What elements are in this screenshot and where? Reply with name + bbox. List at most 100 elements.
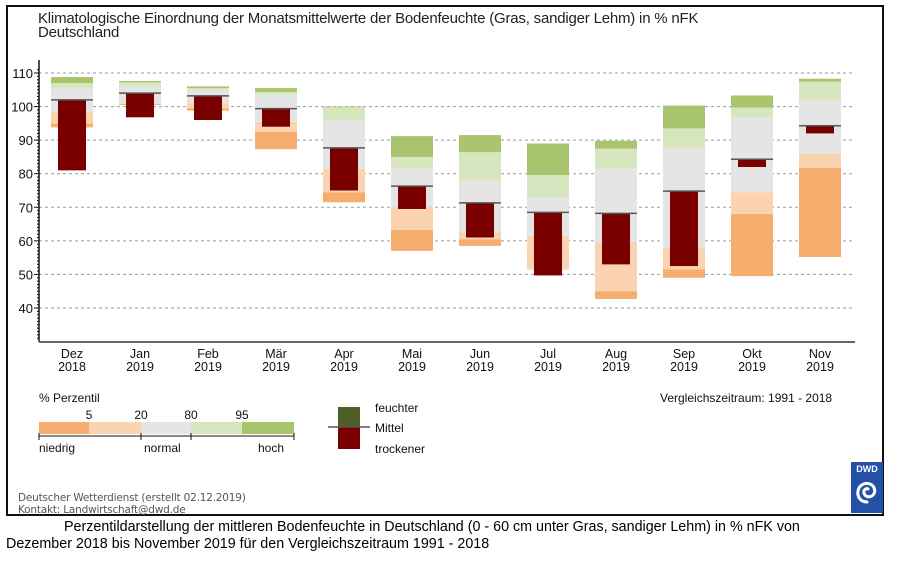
x-tick-label-year: 2019 bbox=[126, 360, 154, 374]
value-bar bbox=[738, 159, 766, 167]
x-tick-label-month: Okt bbox=[742, 347, 762, 361]
reference-period: Vergleichszeitraum: 1991 - 2018 bbox=[660, 391, 833, 405]
x-tick-label-year: 2018 bbox=[58, 360, 86, 374]
x-tick-label-month: Dez bbox=[61, 347, 83, 361]
percentile-band-below-p5 bbox=[595, 291, 637, 299]
percentile-band-above-p95 bbox=[391, 136, 433, 157]
percentile-band-above-p95 bbox=[187, 86, 229, 89]
legend-swatch-above-p95 bbox=[242, 422, 294, 434]
percentile-band-above-p95 bbox=[527, 143, 569, 176]
value-bar bbox=[670, 191, 698, 267]
percentile-band-p80-p95 bbox=[119, 82, 161, 87]
y-tick-label-110: 110 bbox=[12, 66, 33, 81]
y-tick-label-100: 100 bbox=[11, 100, 33, 115]
percentile-band-below-p5 bbox=[459, 239, 501, 246]
value-bar bbox=[806, 125, 834, 134]
percentile-band-p80-p95 bbox=[595, 148, 637, 169]
x-tick-label-month: Feb bbox=[197, 347, 219, 361]
credit-line-2[interactable]: Kontakt: Landwirtschaft@dwd.de bbox=[18, 504, 186, 516]
x-tick-label-year: 2019 bbox=[194, 360, 222, 374]
percentile-band-below-p5 bbox=[391, 229, 433, 251]
legend-swatch-p20-p80 bbox=[141, 422, 191, 434]
value-bar bbox=[602, 213, 630, 265]
value-bar bbox=[126, 93, 154, 118]
percentile-band-p20-p80 bbox=[731, 117, 773, 193]
legend-swatch-below-p5 bbox=[39, 422, 89, 434]
axes: 405060708090100110Dez2018Jan2019Feb2019M… bbox=[11, 60, 855, 374]
month-group-jul bbox=[527, 143, 569, 276]
x-tick-label-year: 2019 bbox=[534, 360, 562, 374]
legend-swatch-p5-p20 bbox=[89, 422, 141, 434]
value-bar bbox=[330, 147, 358, 191]
x-tick-label-month: Aug bbox=[605, 347, 627, 361]
percentile-band-p5-p20 bbox=[731, 192, 773, 214]
percentile-band-p5-p20 bbox=[799, 153, 841, 169]
value-bar bbox=[398, 186, 426, 209]
percentile-band-p80-p95 bbox=[391, 156, 433, 169]
month-group-mai bbox=[391, 136, 433, 251]
percentile-band-below-p5 bbox=[731, 214, 773, 277]
percentile-band-p80-p95 bbox=[323, 107, 365, 120]
caption-line-1: Perzentildarstellung der mittleren Boden… bbox=[64, 519, 800, 535]
grid-lines bbox=[39, 72, 855, 309]
legend-swatch-feuchter bbox=[338, 407, 360, 427]
legend-swatch-trockener bbox=[338, 427, 360, 449]
percentile-band-above-p95 bbox=[595, 140, 637, 149]
legend-label-normal: normal bbox=[144, 441, 181, 455]
x-tick-label-year: 2019 bbox=[262, 360, 290, 374]
percentile-band-p80-p95 bbox=[187, 88, 229, 90]
value-bar bbox=[194, 95, 222, 120]
month-group-dez bbox=[51, 77, 93, 171]
month-group-nov bbox=[799, 78, 841, 257]
percentile-band-above-p95 bbox=[323, 106, 365, 108]
swirl-icon bbox=[856, 481, 877, 504]
x-tick-label-month: Jul bbox=[540, 347, 556, 361]
y-tick-label-70: 70 bbox=[19, 200, 33, 215]
percentile-band-above-p95 bbox=[731, 95, 773, 108]
percentile-band-above-p95 bbox=[119, 81, 161, 83]
x-tick-label-year: 2019 bbox=[670, 360, 698, 374]
percentile-band-above-p95 bbox=[459, 135, 501, 153]
percentile-band-below-p5 bbox=[663, 269, 705, 278]
percentile-band-above-p95 bbox=[663, 105, 705, 129]
x-tick-label-month: Jun bbox=[470, 347, 490, 361]
month-group-feb bbox=[187, 86, 229, 120]
bars bbox=[51, 77, 841, 299]
value-bar bbox=[534, 212, 562, 276]
percentile-band-p80-p95 bbox=[663, 128, 705, 149]
percentile-band-p80-p95 bbox=[459, 152, 501, 181]
percentile-band-p80-p95 bbox=[51, 83, 93, 89]
percentile-band-p80-p95 bbox=[255, 92, 297, 95]
percentile-band-below-p5 bbox=[799, 168, 841, 257]
legend-label-mittel: Mittel bbox=[375, 421, 404, 435]
credit-line-1: Deutscher Wetterdienst (erstellt 02.12.2… bbox=[18, 492, 246, 504]
legend-mark-80: 80 bbox=[184, 408, 198, 422]
percentile-band-below-p5 bbox=[323, 192, 365, 203]
legend-label-trockener: trockener bbox=[375, 442, 426, 456]
percentile-band-p80-p95 bbox=[527, 175, 569, 198]
value-bar bbox=[262, 108, 290, 127]
x-tick-label-year: 2019 bbox=[602, 360, 630, 374]
legend-mark-95: 95 bbox=[235, 408, 249, 422]
y-tick-label-80: 80 bbox=[19, 167, 33, 182]
x-tick-label-month: Jan bbox=[130, 347, 150, 361]
y-tick-label-40: 40 bbox=[19, 301, 33, 316]
percentile-band-below-p5 bbox=[255, 131, 297, 150]
legend-mark-5: 5 bbox=[85, 408, 93, 422]
chart-frame bbox=[6, 5, 884, 516]
percentile-band-p80-p95 bbox=[799, 81, 841, 100]
x-tick-label-year: 2019 bbox=[738, 360, 766, 374]
percentile-band-above-p95 bbox=[255, 88, 297, 93]
chart-title: Klimatologische Einordnung der Monatsmit… bbox=[38, 10, 699, 27]
legend-label-niedrig: niedrig bbox=[39, 441, 76, 455]
month-group-jun bbox=[459, 135, 501, 246]
legend-percentile-title: % Perzentil bbox=[39, 391, 100, 405]
x-tick-label-month: Sep bbox=[673, 347, 695, 361]
percentile-band-p80-p95 bbox=[731, 107, 773, 118]
percentile-band-above-p95 bbox=[51, 77, 93, 84]
month-group-mär bbox=[255, 88, 297, 150]
y-tick-label-60: 60 bbox=[19, 234, 33, 249]
x-tick-label-month: Mär bbox=[265, 347, 287, 361]
percentile-band-above-p95 bbox=[799, 78, 841, 82]
